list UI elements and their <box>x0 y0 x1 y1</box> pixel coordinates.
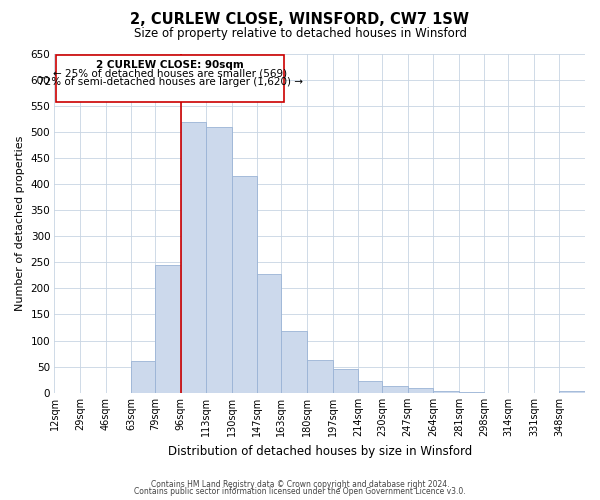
Bar <box>181 122 206 392</box>
Text: 2 CURLEW CLOSE: 90sqm: 2 CURLEW CLOSE: 90sqm <box>97 60 244 70</box>
Bar <box>257 274 281 392</box>
Text: Contains public sector information licensed under the Open Government Licence v3: Contains public sector information licen… <box>134 487 466 496</box>
Bar <box>382 386 407 392</box>
Bar <box>56 55 284 102</box>
Y-axis label: Number of detached properties: Number of detached properties <box>15 136 25 311</box>
Text: 2, CURLEW CLOSE, WINSFORD, CW7 1SW: 2, CURLEW CLOSE, WINSFORD, CW7 1SW <box>131 12 470 28</box>
Bar <box>232 176 257 392</box>
Bar <box>407 388 433 392</box>
Bar <box>332 369 358 392</box>
X-axis label: Distribution of detached houses by size in Winsford: Distribution of detached houses by size … <box>167 444 472 458</box>
Text: Contains HM Land Registry data © Crown copyright and database right 2024.: Contains HM Land Registry data © Crown c… <box>151 480 449 489</box>
Bar <box>559 391 585 392</box>
Bar <box>131 362 155 392</box>
Text: Size of property relative to detached houses in Winsford: Size of property relative to detached ho… <box>133 28 467 40</box>
Text: 72% of semi-detached houses are larger (1,620) →: 72% of semi-detached houses are larger (… <box>38 77 302 87</box>
Bar <box>433 391 459 392</box>
Bar <box>358 381 382 392</box>
Bar <box>206 127 232 392</box>
Text: ← 25% of detached houses are smaller (569): ← 25% of detached houses are smaller (56… <box>53 68 287 78</box>
Bar <box>155 265 181 392</box>
Bar <box>281 331 307 392</box>
Bar <box>307 360 332 392</box>
